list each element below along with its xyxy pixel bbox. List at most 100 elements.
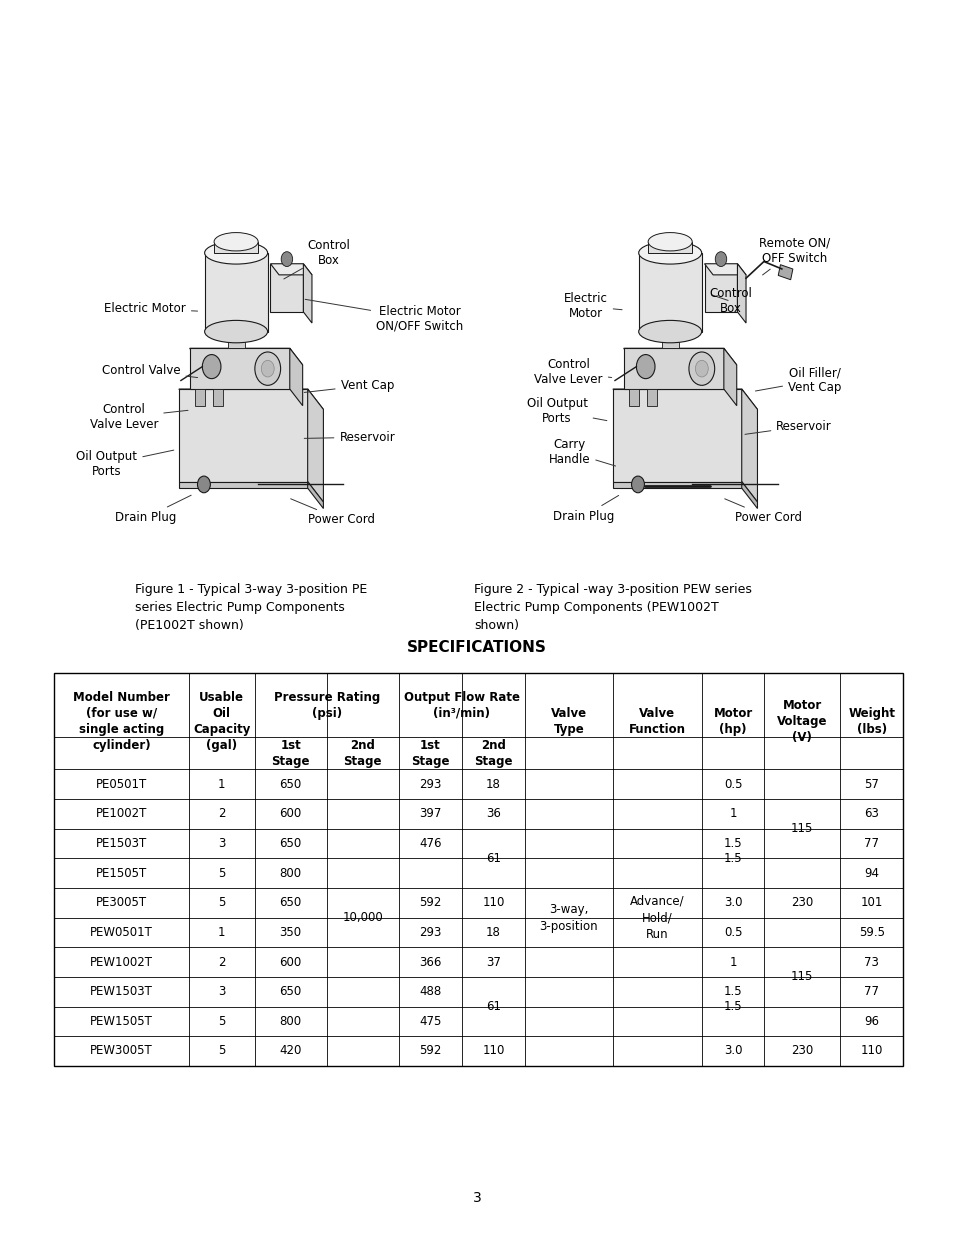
Text: Usable
Oil
Capacity
(gal): Usable Oil Capacity (gal) xyxy=(193,690,250,752)
Polygon shape xyxy=(612,482,741,488)
Text: Weight
(lbs): Weight (lbs) xyxy=(847,706,895,736)
Text: 366: 366 xyxy=(418,956,441,968)
Text: 600: 600 xyxy=(279,956,301,968)
Text: 61: 61 xyxy=(485,1000,500,1013)
Polygon shape xyxy=(190,348,302,366)
Text: 800: 800 xyxy=(279,867,301,879)
Text: 2: 2 xyxy=(217,956,225,968)
Text: 77: 77 xyxy=(863,986,879,998)
Text: 3-way,
3-position: 3-way, 3-position xyxy=(539,903,598,932)
Text: 101: 101 xyxy=(860,897,882,909)
Text: 36: 36 xyxy=(485,808,500,820)
Polygon shape xyxy=(623,348,723,389)
Text: 59.5: 59.5 xyxy=(858,926,883,939)
Text: 1.5: 1.5 xyxy=(723,837,741,850)
Bar xyxy=(703,264,737,312)
Text: 1.5: 1.5 xyxy=(723,986,741,998)
Ellipse shape xyxy=(647,232,692,251)
Text: 230: 230 xyxy=(790,897,813,909)
Text: 73: 73 xyxy=(863,956,879,968)
Text: 3.0: 3.0 xyxy=(723,1045,741,1057)
Bar xyxy=(778,264,792,280)
Polygon shape xyxy=(723,348,736,405)
Text: 3: 3 xyxy=(217,837,225,850)
Text: Advance/
Hold/
Run: Advance/ Hold/ Run xyxy=(629,894,684,941)
Circle shape xyxy=(636,354,655,379)
Text: Oil Output
Ports: Oil Output Ports xyxy=(526,398,606,425)
Ellipse shape xyxy=(204,320,267,343)
Text: 3.0: 3.0 xyxy=(723,897,741,909)
Text: SPECIFICATIONS: SPECIFICATIONS xyxy=(407,640,546,655)
Text: Electric Motor: Electric Motor xyxy=(104,303,197,315)
Text: 63: 63 xyxy=(863,808,879,820)
Text: 110: 110 xyxy=(482,1045,504,1057)
Bar xyxy=(213,242,258,253)
Polygon shape xyxy=(178,389,323,410)
Polygon shape xyxy=(178,482,307,488)
Text: Vent Cap: Vent Cap xyxy=(304,379,394,393)
Polygon shape xyxy=(612,389,741,482)
Text: 650: 650 xyxy=(279,837,301,850)
Text: 110: 110 xyxy=(482,897,504,909)
Text: PEW1002T: PEW1002T xyxy=(90,956,152,968)
Text: 2nd
Stage: 2nd Stage xyxy=(474,739,512,768)
Text: 293: 293 xyxy=(418,926,441,939)
Text: Power Cord: Power Cord xyxy=(724,499,801,524)
Circle shape xyxy=(197,477,210,493)
Text: Control
Valve Lever: Control Valve Lever xyxy=(534,358,611,385)
Text: 650: 650 xyxy=(279,986,301,998)
Circle shape xyxy=(631,477,643,493)
Text: 1: 1 xyxy=(729,808,737,820)
Bar xyxy=(661,331,679,348)
Text: 5: 5 xyxy=(217,1015,225,1028)
Text: 18: 18 xyxy=(485,778,500,790)
Text: Figure 2 - Typical -way 3-position PEW series
Electric Pump Components (PEW1002T: Figure 2 - Typical -way 3-position PEW s… xyxy=(474,583,751,632)
Bar xyxy=(638,253,700,331)
Text: 293: 293 xyxy=(418,778,441,790)
Text: 1.5: 1.5 xyxy=(723,1000,741,1013)
Circle shape xyxy=(688,352,714,385)
Text: 37: 37 xyxy=(485,956,500,968)
Text: 0.5: 0.5 xyxy=(723,778,741,790)
Polygon shape xyxy=(612,389,757,410)
Bar xyxy=(647,242,692,253)
Text: Electric Motor
ON/OFF Switch: Electric Motor ON/OFF Switch xyxy=(305,299,463,332)
Text: 350: 350 xyxy=(279,926,301,939)
Circle shape xyxy=(202,354,221,379)
Text: Valve
Function: Valve Function xyxy=(628,706,685,736)
Bar xyxy=(646,389,656,405)
Text: 2: 2 xyxy=(217,808,225,820)
Polygon shape xyxy=(190,348,290,389)
Text: 1st
Stage: 1st Stage xyxy=(272,739,310,768)
Polygon shape xyxy=(703,264,745,275)
Text: 592: 592 xyxy=(418,1045,441,1057)
Ellipse shape xyxy=(204,242,267,264)
Text: Valve
Type: Valve Type xyxy=(550,706,586,736)
Text: 5: 5 xyxy=(217,897,225,909)
Text: 600: 600 xyxy=(279,808,301,820)
Bar xyxy=(628,389,638,405)
Text: Control Valve: Control Valve xyxy=(102,364,197,378)
Text: Control
Valve Lever: Control Valve Lever xyxy=(90,404,188,431)
Text: Figure 1 - Typical 3-way 3-position PE
series Electric Pump Components
(PE1002T : Figure 1 - Typical 3-way 3-position PE s… xyxy=(135,583,367,632)
Text: PE1505T: PE1505T xyxy=(95,867,147,879)
Text: Motor
Voltage
(V): Motor Voltage (V) xyxy=(777,699,826,743)
Text: Output Flow Rate
(in³/min): Output Flow Rate (in³/min) xyxy=(403,690,519,720)
Text: 2nd
Stage: 2nd Stage xyxy=(343,739,381,768)
Text: Reservoir: Reservoir xyxy=(744,420,831,435)
Circle shape xyxy=(715,252,726,267)
Bar xyxy=(204,253,267,331)
Text: 475: 475 xyxy=(418,1015,441,1028)
Text: 96: 96 xyxy=(863,1015,879,1028)
Text: Motor
(hp): Motor (hp) xyxy=(713,706,752,736)
Circle shape xyxy=(261,361,274,377)
Bar xyxy=(213,389,222,405)
Text: 1: 1 xyxy=(217,778,225,790)
Text: 3: 3 xyxy=(217,986,225,998)
Text: 1.5: 1.5 xyxy=(723,852,741,864)
Text: 61: 61 xyxy=(485,852,500,864)
Ellipse shape xyxy=(213,232,258,251)
Polygon shape xyxy=(737,264,745,324)
Polygon shape xyxy=(271,264,312,275)
Text: Electric
Motor: Electric Motor xyxy=(563,293,621,320)
